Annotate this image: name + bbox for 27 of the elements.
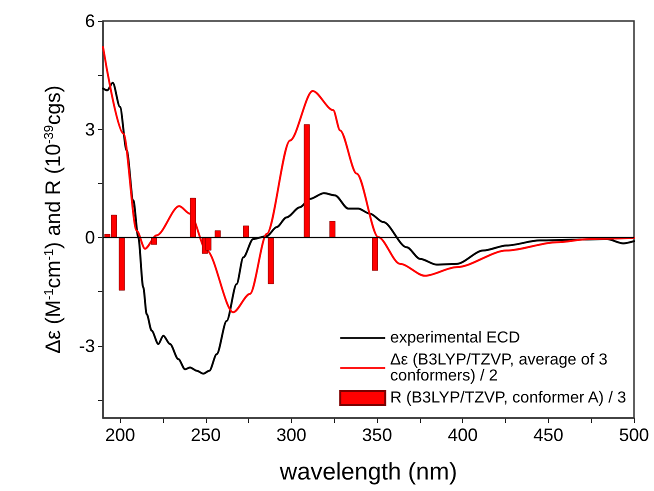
legend-label: R (B3LYP/TZVP, conformer A) / 3 [390,390,626,406]
bar [268,238,274,284]
bar [190,198,196,238]
line-series [102,46,635,314]
y-tick-label: 3 [84,119,95,140]
y-tick-label: 6 [84,11,95,31]
x-tick-label: 500 [618,425,650,445]
x-tick-label: 350 [362,425,392,445]
x-tick-label: 300 [276,425,306,445]
bar [304,124,310,238]
y-axis-title: Δε (M-1cm-1) and R (10-39cgs) [41,85,65,354]
bar [118,238,125,291]
legend-label: Δε (B3LYP/TZVP, average of 3 conformers) / 2 [390,352,612,384]
bar [214,230,221,238]
legend-label: experimental ECD [390,330,520,346]
y-tick-label: 0 [84,228,95,248]
y-tick-label: -3 [78,336,95,356]
x-tick-label: 450 [533,425,564,445]
x-tick-label: 200 [105,425,136,445]
bar [372,238,378,271]
bar [151,238,158,245]
x-axis-title: wavelength (nm) [278,458,458,486]
bar [243,226,250,238]
x-tick-label: 400 [448,425,478,445]
bar [329,220,336,238]
x-tick-label: 250 [190,425,221,445]
bar [205,238,212,251]
